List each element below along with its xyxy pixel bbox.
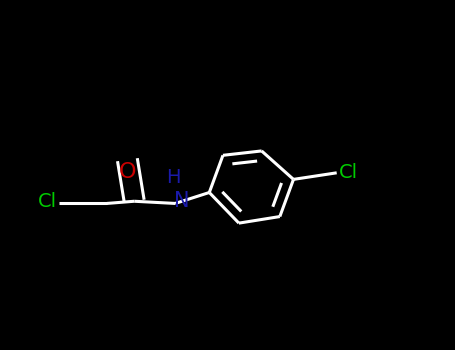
Text: Cl: Cl bbox=[339, 163, 358, 182]
Text: H: H bbox=[166, 168, 180, 187]
Text: O: O bbox=[119, 162, 136, 182]
Text: Cl: Cl bbox=[38, 192, 57, 211]
Text: N: N bbox=[174, 191, 190, 211]
